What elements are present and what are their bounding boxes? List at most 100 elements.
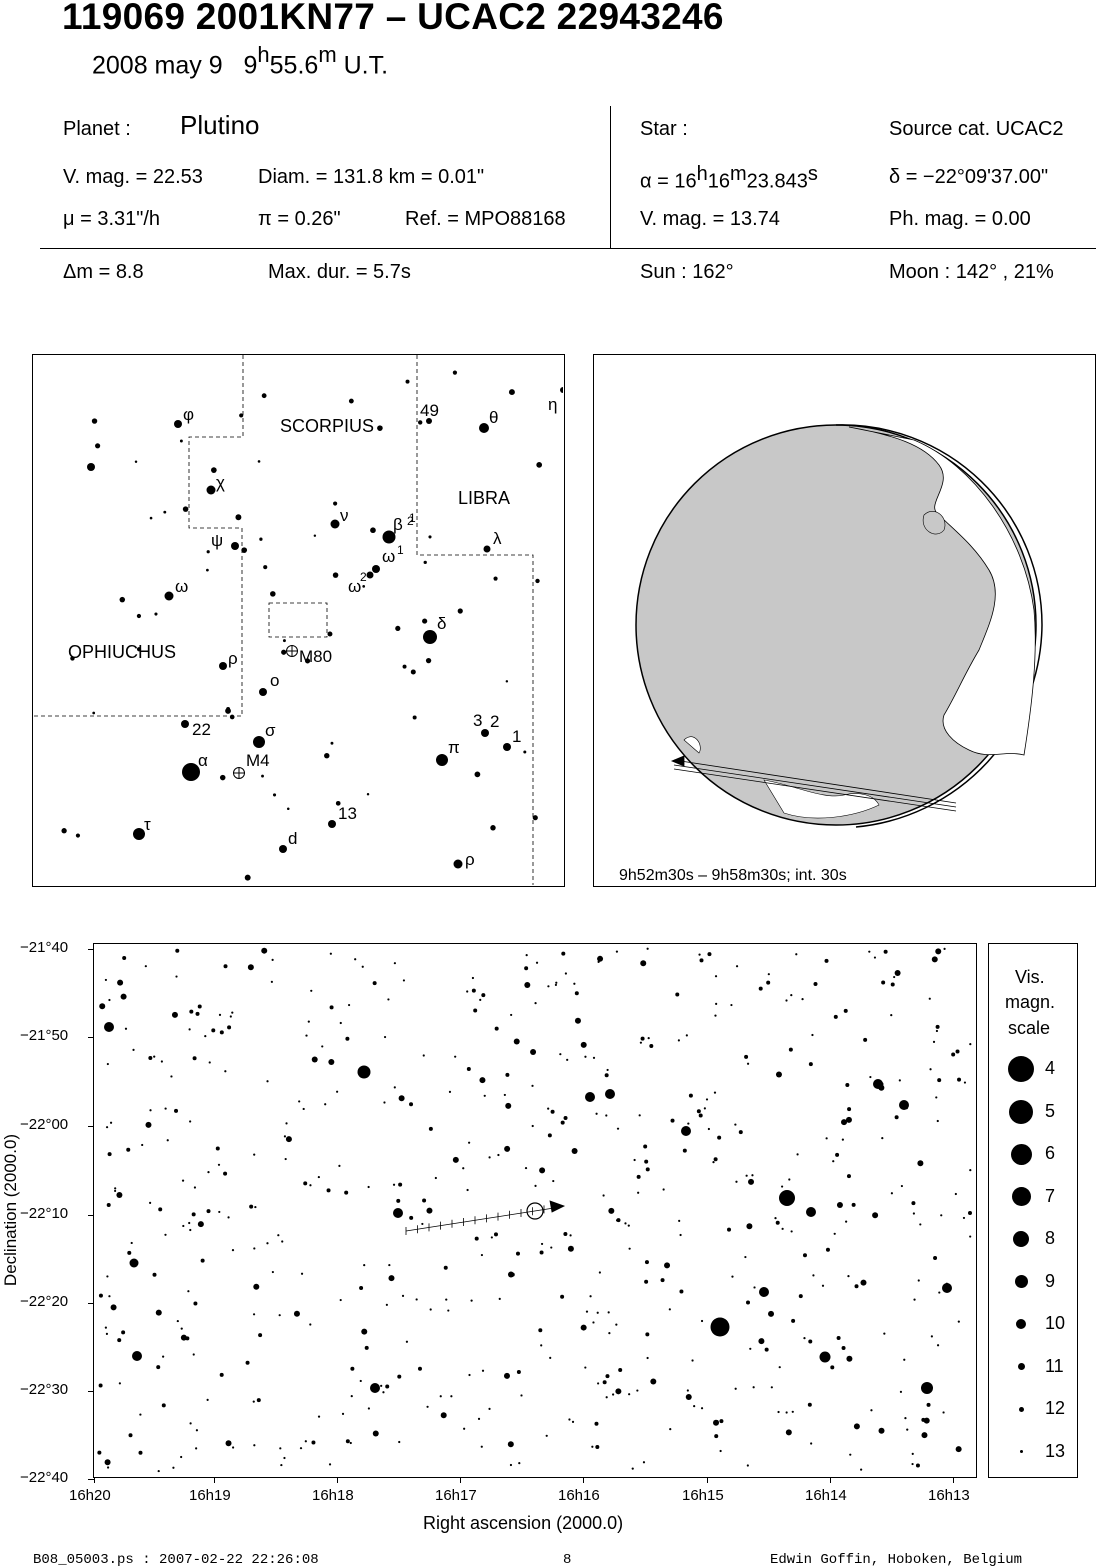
- chart-star: [215, 1146, 220, 1151]
- chart-star: [843, 1008, 848, 1013]
- chart-star: [846, 1355, 853, 1362]
- finder-star: [481, 729, 489, 737]
- chart-star: [271, 958, 274, 961]
- star-phmag: Ph. mag. = 0.00: [889, 208, 1031, 230]
- chart-star: [849, 1453, 852, 1456]
- chart-star: [180, 1334, 187, 1341]
- chart-star: [845, 1116, 852, 1123]
- chart-star: [678, 1219, 681, 1222]
- finder-star: [182, 506, 189, 512]
- chart-star: [811, 1033, 814, 1037]
- chart-star: [830, 1365, 835, 1370]
- chart-star: [715, 1002, 718, 1005]
- chart-star: [396, 1198, 401, 1203]
- chart-star: [507, 1271, 514, 1278]
- chart-star: [607, 1311, 610, 1314]
- finder-star: [281, 649, 287, 655]
- finder-star: [532, 815, 538, 821]
- ra-tick-mark: [953, 1477, 954, 1483]
- chart-star: [595, 1112, 598, 1115]
- chart-star: [281, 1240, 284, 1243]
- chart-star: [638, 1114, 641, 1117]
- scale-mag-label: 12: [1045, 1398, 1066, 1418]
- finder-star: [377, 425, 383, 431]
- finder-star: [493, 576, 498, 581]
- finder-star: [560, 387, 563, 393]
- chart-star: [149, 1109, 152, 1112]
- chart-star: [480, 1253, 484, 1257]
- chart-star: [744, 1054, 749, 1059]
- occultation-path: [670, 755, 957, 812]
- label-lambda: λ: [493, 529, 502, 548]
- finder-star: [332, 572, 339, 578]
- chart-star: [227, 1216, 230, 1219]
- chart-star: [293, 1310, 300, 1317]
- finder-star: [259, 537, 263, 541]
- footer-page: 8: [563, 1552, 572, 1568]
- finder-star: [229, 714, 235, 720]
- chart-star: [302, 1107, 305, 1111]
- chart-star: [161, 1403, 166, 1408]
- chart-star: [597, 955, 604, 962]
- chart-star: [428, 1126, 433, 1131]
- chart-star: [615, 1388, 622, 1395]
- chart-star: [682, 1148, 687, 1153]
- label-beta-1: 1: [409, 511, 416, 525]
- chart-star: [253, 1283, 260, 1290]
- chart-star: [488, 1156, 491, 1159]
- label-nu: ν: [340, 506, 349, 525]
- chart-star: [841, 1138, 844, 1141]
- dec-tick-mark: [88, 1479, 94, 1480]
- chart-star: [693, 1404, 696, 1408]
- chart-star: [132, 1351, 142, 1361]
- chart-star: [493, 1232, 498, 1237]
- chart-star: [474, 1236, 479, 1241]
- chart-star: [574, 1017, 581, 1024]
- chart-star: [116, 1192, 123, 1199]
- chart-star: [231, 1011, 234, 1014]
- chart-star: [415, 1298, 418, 1301]
- chart-star: [539, 1167, 546, 1174]
- chart-star: [777, 1410, 780, 1414]
- chart-star: [963, 1081, 967, 1084]
- chart-star: [97, 1450, 102, 1455]
- chart-star: [285, 1136, 292, 1143]
- chart-star: [778, 1366, 781, 1369]
- chart-star: [309, 1323, 312, 1326]
- chart-star: [707, 952, 712, 957]
- chart-star: [402, 979, 406, 982]
- chart-star: [370, 1383, 380, 1393]
- label-omicron: o: [270, 671, 279, 690]
- finder-star: [92, 711, 96, 715]
- finder-star: [382, 530, 396, 544]
- chart-star: [915, 1463, 920, 1468]
- chart-star: [894, 969, 901, 976]
- finder-star: [253, 736, 265, 748]
- chart-star: [738, 1130, 743, 1135]
- chart-star: [339, 1298, 342, 1302]
- finder-star: [395, 625, 401, 632]
- chart-star: [719, 1419, 724, 1424]
- chart-star: [350, 1366, 355, 1371]
- chart-star: [261, 947, 268, 954]
- chart-star: [681, 1126, 691, 1136]
- finder-star: [324, 752, 330, 759]
- scale-dot: [1017, 1363, 1025, 1370]
- chart-star: [568, 1418, 571, 1421]
- chart-star: [851, 1202, 856, 1207]
- chart-star: [130, 1241, 133, 1245]
- chart-star: [447, 1309, 450, 1312]
- chart-star: [602, 1380, 607, 1385]
- chart-star: [326, 1188, 331, 1193]
- ra-tick-label: 16h16: [558, 1487, 600, 1504]
- label-beta-2: 2: [407, 514, 414, 528]
- chart-star: [566, 1058, 569, 1061]
- chart-star: [338, 1164, 341, 1167]
- chart-star: [813, 981, 818, 986]
- info-divider: [610, 106, 611, 248]
- chart-star: [518, 1462, 521, 1465]
- chart-star: [807, 1402, 812, 1407]
- finder-star: [226, 707, 231, 711]
- chart-star: [745, 1174, 748, 1177]
- chart-star: [350, 1394, 353, 1398]
